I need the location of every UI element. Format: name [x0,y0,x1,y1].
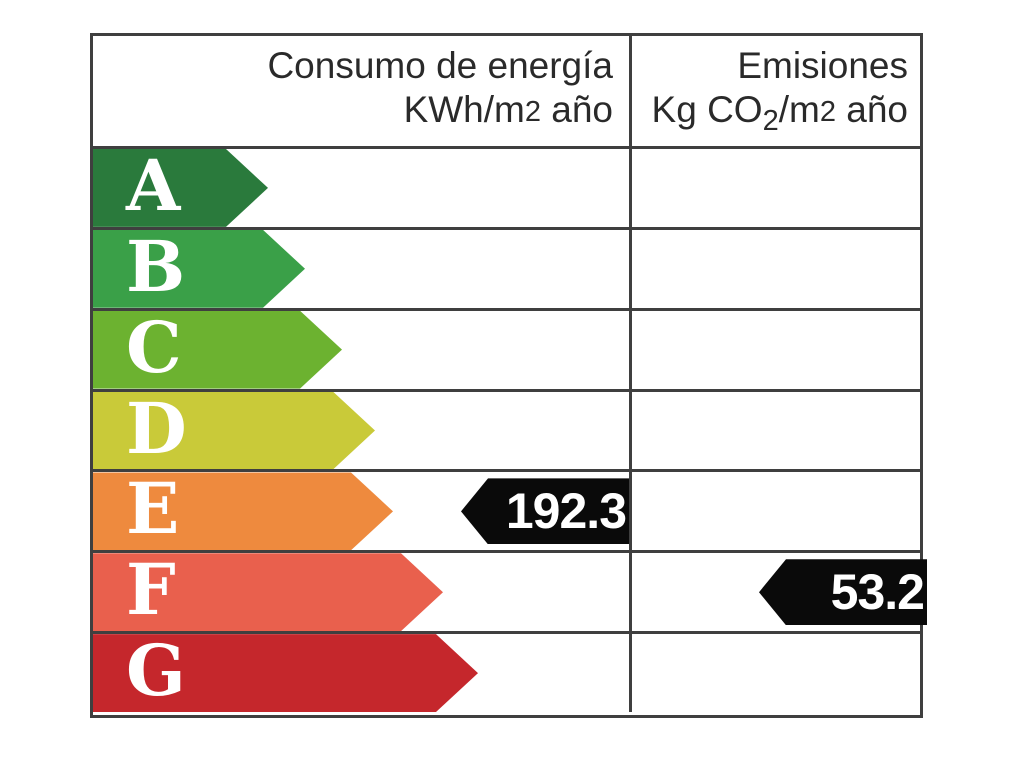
rating-row-f: F 53.2 [93,553,927,635]
rating-arrow-c: C [93,311,342,389]
consumo-units-suffix: año [540,89,613,130]
emisiones-units-suffix: año [835,89,908,130]
emisiones-cell-g [632,634,920,712]
consumo-cell-a: A [93,149,632,227]
header-consumo: Consumo de energía KWh/m2 año [93,36,632,146]
rating-arrow-d: D [93,392,375,470]
emisiones-value-arrow: 53.2 [759,559,927,626]
header-consumo-units: KWh/m2 año [93,88,613,135]
emisiones-units-exponent: 2 [819,96,836,128]
header-emisiones-units: Kg CO2/m2 año [632,88,908,137]
consumo-cell-f: F [93,553,632,632]
rating-rows: A B C D E 192.3 F 53.2 G [93,149,927,713]
consumo-cell-d: D [93,391,632,470]
consumo-units-exponent: 2 [524,96,541,128]
rating-arrow-g: G [93,634,478,712]
rating-letter-c: C [126,305,182,389]
header-consumo-title: Consumo de energía [267,45,613,86]
rating-letter-g: G [126,629,186,713]
emisiones-units-text: Kg CO [651,89,763,130]
emisiones-value: 53.2 [830,564,925,621]
rating-row-d: D [93,391,920,473]
rating-letter-f: F [126,548,176,632]
rating-row-g: G [93,634,920,713]
emisiones-cell-d [632,392,920,470]
consumo-units-text: KWh/m [403,89,525,130]
emisiones-cell-b [632,230,920,308]
rating-table: Consumo de energía KWh/m2 año Emisiones … [90,33,927,718]
consumo-value-arrow: 192.3 [461,478,629,545]
emisiones-cell-e [632,472,920,550]
emisiones-cell-c [632,311,920,389]
header-emisiones-title: Emisiones [737,45,908,86]
emisiones-cell-f: 53.2 [632,553,927,631]
rating-letter-a: A [126,143,181,227]
rating-letter-e: E [126,467,180,551]
rating-row-c: C [93,310,920,392]
rating-letter-d: D [126,386,187,470]
consumo-cell-c: C [93,310,632,389]
emisiones-units-mid: /m [778,89,820,130]
rating-row-a: A [93,149,920,230]
emisiones-co2-subscript: 2 [762,105,779,137]
table-header: Consumo de energía KWh/m2 año Emisiones … [93,36,920,149]
rating-letter-b: B [126,224,186,308]
consumo-cell-b: B [93,229,632,308]
rating-arrow-e: E [93,472,393,550]
rating-arrow-b: B [93,230,305,308]
consumo-value: 192.3 [505,483,627,540]
rating-row-e: E 192.3 [93,472,920,554]
consumo-cell-e: E 192.3 [93,472,632,551]
rating-arrow-a: A [93,149,268,227]
rating-row-b: B [93,229,920,311]
rating-arrow-f: F [93,553,443,631]
emisiones-cell-a [632,149,920,227]
consumo-cell-g: G [93,634,632,713]
header-emisiones: Emisiones Kg CO2/m2 año [632,36,920,146]
